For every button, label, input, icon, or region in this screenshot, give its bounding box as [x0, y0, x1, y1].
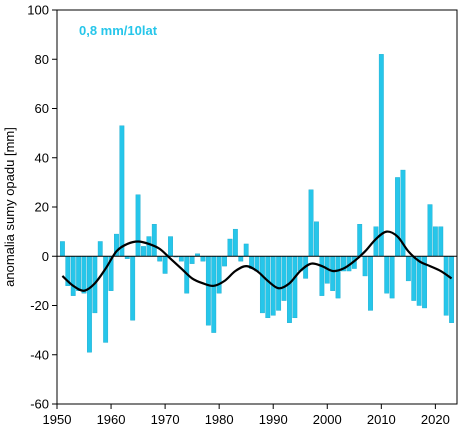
bar-2022	[443, 256, 449, 316]
bar-1980	[216, 256, 222, 294]
bar-1978	[205, 256, 211, 326]
bar-1966	[141, 246, 146, 257]
bar-1954	[76, 256, 82, 291]
bar-1956	[87, 256, 92, 353]
bar-1967	[146, 236, 152, 257]
bar-2021	[438, 226, 444, 257]
bar-1994	[292, 256, 298, 319]
bar-1993	[287, 256, 292, 323]
y-tick-label: 60	[35, 101, 49, 116]
bar-1985	[243, 243, 249, 257]
bar-1965	[135, 194, 141, 257]
smoothed-trend-line	[61, 230, 453, 292]
y-axis-label: anomalia sumy opadu [mm]	[2, 127, 17, 287]
x-tick-label: 2010	[367, 412, 396, 427]
bar-1958	[97, 241, 103, 257]
bar-2001	[330, 256, 336, 291]
bar-2013	[395, 177, 400, 257]
plot-area: -60 -40 -20 0 20 40 60 80 100 1950 1960 1970 1980 199…	[2, 3, 458, 427]
bar-2017	[416, 256, 422, 306]
x-tick-label: 1970	[151, 412, 180, 427]
bar-1955	[81, 256, 87, 294]
bar-1998	[314, 221, 319, 257]
bar-1981	[222, 256, 227, 267]
bar-1997	[308, 189, 314, 257]
bar-1964	[130, 256, 136, 321]
bar-2007	[362, 256, 368, 277]
bar-1988	[259, 256, 265, 314]
x-tick-label: 1960	[97, 412, 126, 427]
bar-2010	[378, 54, 384, 257]
bar-2023	[449, 256, 455, 323]
bar-2008	[368, 256, 373, 311]
bar-1973	[178, 256, 184, 262]
y-tick-label: 80	[35, 52, 49, 67]
bar-1962	[119, 125, 125, 257]
y-tick-label: 20	[35, 200, 49, 215]
bar-1953	[70, 256, 76, 296]
trend-annotation: 0,8 mm/10lat	[79, 23, 158, 38]
bar-1982	[227, 238, 233, 257]
bar-2006	[357, 224, 363, 257]
bar-2020	[432, 226, 438, 257]
y-tick-label: 100	[27, 3, 49, 18]
bar-2019	[427, 204, 433, 257]
bar-2012	[389, 256, 395, 299]
bar-1971	[168, 236, 173, 257]
x-tick-label: 2020	[421, 412, 450, 427]
bar-1951	[59, 241, 65, 257]
bar-1999	[319, 256, 325, 296]
x-tick-label: 1990	[259, 412, 288, 427]
bar-1977	[200, 256, 206, 262]
bar-2016	[411, 256, 417, 301]
y-tick-label: 0	[42, 249, 49, 264]
bar-2011	[384, 256, 390, 294]
bar-1979	[211, 256, 217, 333]
y-tick-label: 40	[35, 150, 49, 165]
bar-1989	[265, 256, 271, 319]
bar-2015	[405, 256, 411, 282]
bar-1969	[157, 256, 163, 262]
y-tick-label: -20	[30, 298, 49, 313]
y-tick-label: -60	[30, 397, 49, 412]
bar-1992	[281, 256, 287, 301]
bar-1991	[276, 256, 282, 311]
bar-2002	[335, 256, 341, 299]
y-tick-label: -40	[30, 347, 49, 362]
bar-1968	[151, 224, 157, 257]
bar-1970	[162, 256, 168, 274]
bar-1983	[232, 228, 238, 257]
x-tick-label: 2000	[313, 412, 342, 427]
bar-1975	[189, 256, 195, 264]
x-tick-label: 1980	[205, 412, 234, 427]
x-tick-label: 1950	[43, 412, 72, 427]
bar-1984	[238, 256, 244, 262]
